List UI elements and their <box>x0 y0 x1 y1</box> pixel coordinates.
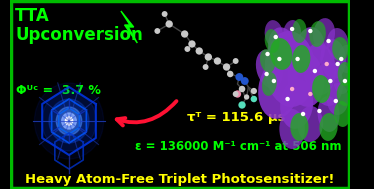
Point <box>316 109 322 112</box>
Ellipse shape <box>258 59 299 119</box>
Ellipse shape <box>333 64 351 94</box>
Point <box>300 112 306 115</box>
Point <box>289 88 295 91</box>
Ellipse shape <box>279 109 305 149</box>
Polygon shape <box>121 11 137 43</box>
Point <box>264 53 270 56</box>
Point <box>224 65 230 68</box>
Ellipse shape <box>290 113 309 141</box>
Point <box>233 60 239 63</box>
Ellipse shape <box>256 50 283 88</box>
Point <box>295 57 301 60</box>
Ellipse shape <box>303 43 336 95</box>
Point <box>312 70 318 73</box>
Ellipse shape <box>287 51 324 107</box>
Text: τᵀ = 115.6 μs: τᵀ = 115.6 μs <box>187 111 286 123</box>
Text: TTA
Upconversion: TTA Upconversion <box>15 7 143 44</box>
Ellipse shape <box>268 27 298 71</box>
Ellipse shape <box>338 45 356 73</box>
Ellipse shape <box>338 62 352 86</box>
Point <box>166 22 172 26</box>
Point <box>162 12 168 15</box>
Ellipse shape <box>332 37 349 61</box>
Ellipse shape <box>298 106 323 142</box>
Ellipse shape <box>314 62 343 106</box>
Point <box>239 104 245 107</box>
Circle shape <box>34 83 104 159</box>
Ellipse shape <box>312 75 330 103</box>
Point <box>271 80 277 83</box>
Ellipse shape <box>265 29 279 53</box>
Point <box>338 57 344 60</box>
Ellipse shape <box>320 39 346 79</box>
Point <box>307 92 313 95</box>
Point <box>307 29 313 33</box>
Ellipse shape <box>270 38 292 70</box>
Ellipse shape <box>337 82 353 106</box>
Ellipse shape <box>292 45 310 73</box>
Point <box>239 88 245 91</box>
Circle shape <box>62 113 76 129</box>
Ellipse shape <box>334 101 350 127</box>
Ellipse shape <box>280 79 313 129</box>
Ellipse shape <box>265 31 316 107</box>
Point <box>236 75 242 78</box>
Circle shape <box>49 99 89 143</box>
Ellipse shape <box>309 21 326 47</box>
Circle shape <box>65 117 73 125</box>
Ellipse shape <box>327 28 349 60</box>
Point <box>233 92 239 95</box>
Circle shape <box>56 107 82 135</box>
Point <box>243 95 249 98</box>
Ellipse shape <box>283 20 301 48</box>
Point <box>325 40 331 43</box>
Point <box>214 60 220 63</box>
Point <box>342 80 348 83</box>
Point <box>285 98 291 101</box>
Text: Φᵁᶜ =  3.7 %: Φᵁᶜ = 3.7 % <box>16 84 101 98</box>
Point <box>154 29 160 33</box>
Point <box>251 98 257 101</box>
Point <box>324 63 330 66</box>
Ellipse shape <box>327 83 349 115</box>
Point <box>227 73 233 76</box>
Point <box>333 99 339 102</box>
Ellipse shape <box>265 20 283 48</box>
Point <box>327 80 333 83</box>
Point <box>182 33 188 36</box>
FancyArrowPatch shape <box>117 101 177 125</box>
Ellipse shape <box>318 96 340 132</box>
Point <box>203 65 209 68</box>
Point <box>335 63 341 66</box>
Point <box>251 89 257 92</box>
Point <box>189 43 195 46</box>
Point <box>264 73 270 76</box>
Ellipse shape <box>262 72 277 96</box>
Ellipse shape <box>292 19 307 43</box>
Ellipse shape <box>313 18 335 50</box>
Point <box>242 80 248 83</box>
Point <box>234 92 240 95</box>
Text: ε = 136000 M⁻¹ cm⁻¹ at 506 nm: ε = 136000 M⁻¹ cm⁻¹ at 506 nm <box>135 140 342 153</box>
Text: Heavy Atom-Free Triplet Photosensitizer!: Heavy Atom-Free Triplet Photosensitizer! <box>25 173 335 185</box>
Point <box>276 57 282 60</box>
Point <box>184 47 190 50</box>
Point <box>289 27 295 30</box>
Point <box>205 56 211 59</box>
Ellipse shape <box>319 113 338 141</box>
Point <box>196 50 202 53</box>
Ellipse shape <box>260 49 275 73</box>
Ellipse shape <box>296 27 325 71</box>
Point <box>273 36 279 39</box>
Circle shape <box>42 91 96 151</box>
